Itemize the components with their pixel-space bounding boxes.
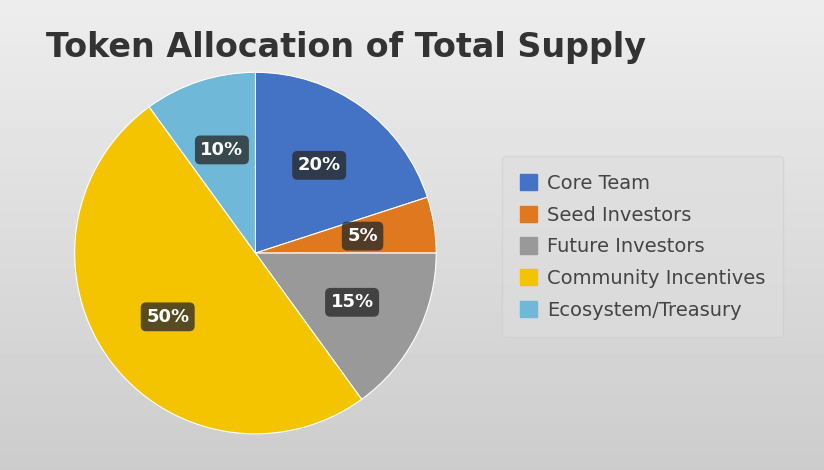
Legend: Core Team, Seed Investors, Future Investors, Community Incentives, Ecosystem/Tre: Core Team, Seed Investors, Future Invest… [503, 157, 783, 337]
Wedge shape [255, 197, 436, 253]
Wedge shape [75, 107, 362, 434]
Text: 15%: 15% [330, 293, 373, 311]
Wedge shape [149, 72, 255, 253]
Wedge shape [255, 72, 428, 253]
Wedge shape [255, 253, 436, 400]
Text: Token Allocation of Total Supply: Token Allocation of Total Supply [46, 31, 646, 63]
Text: 10%: 10% [200, 141, 243, 159]
Text: 5%: 5% [347, 227, 378, 245]
Text: 50%: 50% [146, 308, 190, 326]
Text: 20%: 20% [297, 157, 341, 174]
